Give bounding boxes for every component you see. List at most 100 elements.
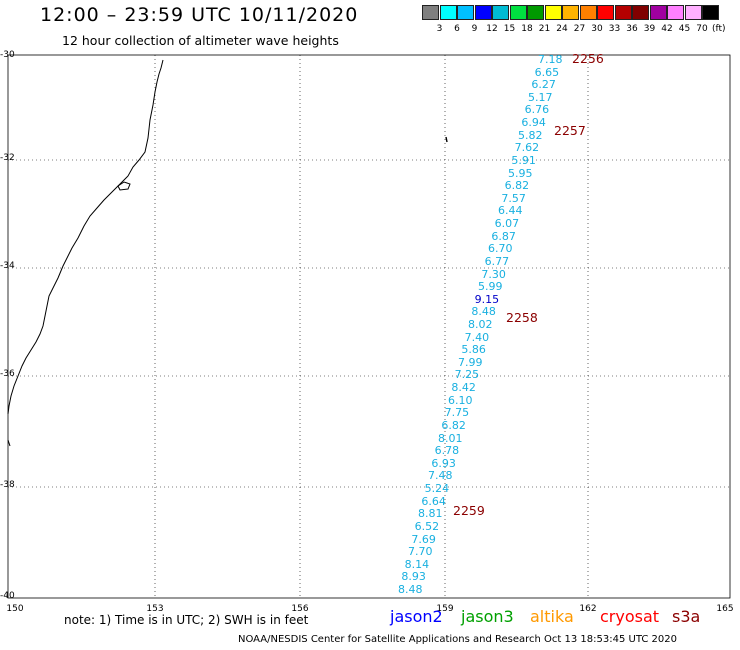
color-scale-label: 18	[521, 24, 533, 34]
wave-height-value: 7.25	[454, 368, 480, 382]
latitude-label: -30	[0, 50, 15, 60]
wave-height-value: 7.99	[458, 355, 483, 369]
longitude-label: 153	[146, 604, 164, 614]
wave-height-value: 8.01	[438, 431, 463, 445]
color-scale-swatch	[527, 5, 544, 20]
color-scale-label: 3	[436, 24, 443, 34]
longitude-label: 159	[436, 604, 454, 614]
longitude-label: 162	[579, 604, 597, 614]
longitude-label: 156	[291, 604, 309, 614]
wave-height-value: 5.24	[424, 482, 450, 496]
color-scale-swatch	[492, 5, 509, 20]
legend-cryosat: cryosat	[600, 607, 660, 626]
small-island	[445, 136, 448, 143]
coastline	[7, 59, 164, 415]
coast-fragment	[7, 439, 11, 447]
wave-height-value: 8.48	[471, 305, 496, 319]
wave-height-value: 6.76	[524, 103, 550, 117]
wave-height-value: 7.30	[481, 267, 506, 281]
wave-height-value: 5.95	[508, 166, 533, 180]
wave-height-value: 7.70	[408, 545, 433, 559]
color-scale-label: 33	[608, 24, 621, 34]
wave-height-value: 9.15	[474, 292, 500, 306]
wave-height-value: 5.91	[511, 153, 536, 167]
wave-height-value: 5.17	[528, 90, 553, 104]
color-scale-swatch	[457, 5, 474, 20]
latitude-label: -32	[0, 153, 15, 163]
color-scale-swatch	[509, 5, 527, 20]
color-scale-label: 27	[573, 24, 586, 34]
color-scale-swatch	[579, 5, 597, 20]
page-subtitle: 12 hour collection of altimeter wave hei…	[62, 33, 339, 48]
wave-height-value: 7.48	[428, 469, 453, 483]
legend-altika: altika	[530, 607, 574, 626]
color-scale-label: 15	[503, 24, 516, 34]
wave-height-value: 6.78	[434, 444, 460, 458]
wave-height-value: 7.40	[464, 330, 490, 344]
color-scale-unit: (ft)	[712, 24, 726, 34]
page-title: 12:00 – 23:59 UTC 10/11/2020	[40, 4, 359, 26]
wave-height-value: 5.99	[478, 280, 503, 294]
color-scale-label: 39	[643, 24, 656, 34]
wave-height-value: 6.64	[421, 494, 446, 508]
color-scale-label: 36	[626, 24, 638, 34]
coastline-inlet	[117, 181, 131, 191]
wave-height-value: 6.93	[431, 456, 456, 470]
color-scale-label: 9	[471, 24, 478, 34]
wave-height-value: 7.57	[501, 191, 526, 205]
color-scale-swatch	[474, 5, 492, 20]
wave-height-value: 5.86	[461, 343, 486, 357]
longitude-label: 150	[6, 604, 24, 614]
wave-height-value: 6.44	[498, 204, 523, 218]
color-scale-swatch	[632, 5, 649, 20]
wave-height-value: 7.69	[411, 532, 436, 546]
wave-height-value: 8.42	[451, 381, 476, 395]
color-scale-swatch	[684, 5, 702, 20]
color-scale-swatch	[702, 5, 719, 20]
wave-height-value: 8.93	[401, 570, 426, 584]
color-scale-label: 24	[556, 24, 568, 34]
legend-s3a: s3a	[672, 607, 701, 626]
latitude-label: -36	[0, 369, 15, 379]
wave-height-value: 6.70	[488, 242, 513, 256]
map-frame	[7, 54, 731, 599]
wave-height-value: 8.14	[404, 557, 430, 571]
color-scale-swatch	[439, 5, 457, 20]
wave-height-value: 8.81	[418, 507, 443, 521]
color-scale-label: 45	[678, 24, 691, 34]
color-scale-swatch	[422, 5, 439, 20]
wave-height-value: 6.27	[531, 78, 556, 92]
legend-jason2: jason2	[390, 607, 443, 626]
wave-height-value: 7.62	[514, 141, 540, 155]
latitude-label: -38	[0, 480, 15, 490]
longitude-label: 165	[716, 604, 734, 614]
wave-height-value: 6.77	[484, 254, 510, 268]
latitude-label: -40	[0, 591, 15, 601]
color-scale-swatch	[667, 5, 684, 20]
wave-height-value: 6.52	[414, 519, 440, 533]
color-scale-swatch	[562, 5, 579, 20]
wave-height-value: 8.48	[398, 583, 423, 596]
wave-height-value: 7.18	[538, 53, 563, 66]
wave-height-value: 5.82	[518, 128, 543, 142]
wave-height-value: 6.07	[494, 217, 520, 231]
color-scale-label: 30	[591, 24, 603, 34]
color-scale-label: 21	[538, 24, 551, 34]
grid-lines	[8, 55, 730, 598]
wave-height-value: 6.82	[504, 179, 530, 193]
pass-time-label: 2256	[572, 51, 604, 66]
wave-height-value: 6.94	[521, 116, 546, 130]
credit-footer: NOAA/NESDIS Center for Satellite Applica…	[238, 634, 677, 645]
footnote: note: 1) Time is in UTC; 2) SWH is in fe…	[64, 613, 309, 627]
color-scale-label: 70	[696, 24, 708, 34]
pass-time-label: 2258	[506, 310, 538, 325]
wave-height-value: 6.82	[441, 418, 466, 432]
color-scale-label: 42	[661, 24, 673, 34]
latitude-label: -34	[0, 261, 15, 271]
wave-height-value: 6.10	[448, 393, 473, 407]
wave-height-value: 8.02	[468, 318, 493, 331]
wave-height-value: 6.87	[491, 229, 516, 243]
pass-time-label: 2259	[453, 503, 485, 518]
color-scale-label: 6	[454, 24, 460, 34]
